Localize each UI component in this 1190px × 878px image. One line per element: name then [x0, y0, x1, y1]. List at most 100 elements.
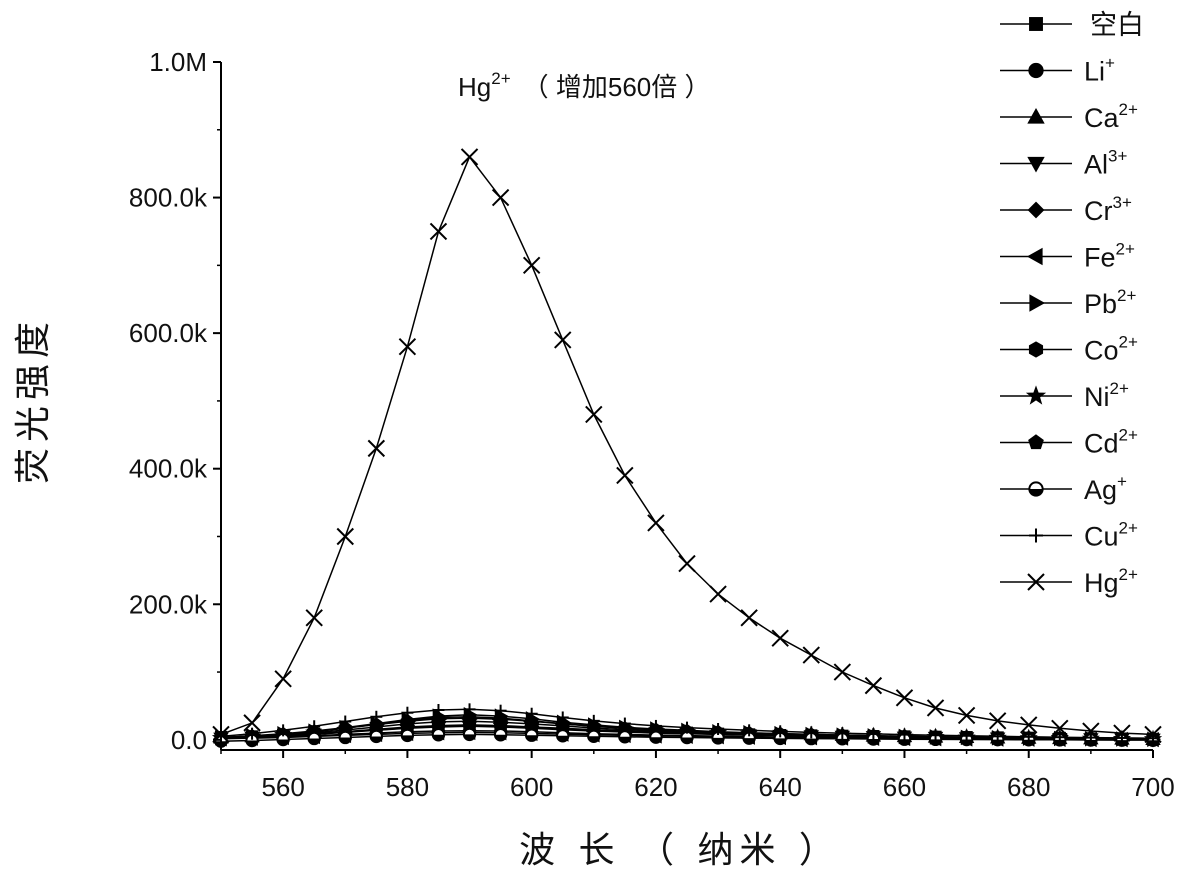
- data-point-x-12-16: [709, 585, 727, 603]
- legend-label-sup: 2+: [1119, 426, 1138, 445]
- data-point-plus-11-15: [681, 721, 693, 734]
- legend-label-main: Pb: [1084, 289, 1117, 319]
- legend-item-half-circle-10: Ag+: [1000, 472, 1127, 505]
- legend-label: Cu2+: [1084, 519, 1138, 552]
- legend-label-sup: 2+: [1119, 333, 1138, 352]
- legend-label-main: 空白: [1090, 10, 1144, 40]
- legend-label: Ag+: [1084, 472, 1127, 505]
- x-tick-label: 680: [1007, 772, 1050, 802]
- legend-marker-triangle-down: [1027, 156, 1045, 173]
- legend-marker-triangle-right: [1029, 294, 1046, 312]
- chart-annotation: Hg2+ （ 增加560倍 ）: [458, 69, 710, 102]
- legend-label-sup: 2+: [1110, 379, 1129, 398]
- data-point-plus-11-21: [867, 727, 880, 740]
- data-point-x-12-24: [957, 706, 976, 725]
- data-point-half-circle-10-5: [369, 729, 384, 744]
- legend-label-sup: +: [1105, 54, 1115, 73]
- legend-label-main: Cd: [1084, 429, 1119, 459]
- legend-label-main: Ni: [1084, 382, 1110, 412]
- data-point-plus-11-11: [556, 711, 569, 724]
- legend-item-plus-11: Cu2+: [1000, 519, 1138, 552]
- legend-label-sup: 2+: [1116, 240, 1135, 259]
- legend-label: Fe2+: [1084, 240, 1135, 273]
- data-point-plus-11-12: [587, 714, 600, 727]
- legend-label: Cr3+: [1084, 193, 1132, 226]
- data-point-x-12-7: [429, 222, 448, 241]
- data-point-half-circle-10-9: [493, 728, 508, 742]
- legend-item-square-0: 空白: [1000, 10, 1144, 40]
- legend-item-triangle-up-2: Ca2+: [1000, 100, 1138, 133]
- legend-marker-triangle-up: [1027, 107, 1045, 124]
- legend-item-x-12: Hg2+: [1000, 565, 1138, 598]
- legend-item-hexagon-7: Co2+: [1000, 333, 1138, 366]
- legend-marker-pentagon: [1028, 434, 1044, 450]
- data-point-x-12-1: [243, 714, 261, 732]
- legend-item-triangle-left-5: Fe2+: [1000, 240, 1135, 273]
- legend-label-sup: +: [1117, 472, 1127, 491]
- legend-label: Cd2+: [1084, 426, 1138, 459]
- legend-marker-hexagon: [1028, 341, 1044, 358]
- data-point-plus-11-3: [308, 720, 321, 733]
- data-point-half-circle-10-16: [711, 731, 725, 745]
- data-point-plus-11-20: [836, 727, 849, 740]
- y-tick-label: 800.0k: [129, 183, 208, 213]
- data-point-x-12-30: [1144, 725, 1162, 744]
- y-axis-title: 荧光强度: [13, 316, 54, 484]
- data-point-x-12-25: [988, 712, 1007, 730]
- legend-label-sup: 2+: [1119, 100, 1138, 119]
- legend-label: Co2+: [1084, 333, 1138, 366]
- data-point-x-12-20: [833, 663, 852, 681]
- data-point-x-12-18: [771, 629, 789, 647]
- data-point-x-12-21: [864, 676, 883, 695]
- data-point-plus-11-18: [774, 725, 787, 738]
- plot-area: [211, 148, 1163, 748]
- legend-label-sup: 3+: [1113, 193, 1132, 212]
- x-tick-label: 600: [510, 772, 553, 802]
- data-point-half-circle-10-19: [804, 731, 818, 746]
- data-point-half-circle-10-7: [431, 728, 446, 742]
- data-point-x-12-27: [1051, 719, 1069, 738]
- legend-label-main: Ag: [1084, 475, 1117, 505]
- data-point-plus-11-5: [370, 710, 383, 723]
- data-point-pentagon-9-10: [524, 713, 539, 728]
- data-point-x-12-13: [616, 466, 634, 485]
- annotation-rest: （ 增加560倍 ）: [523, 72, 711, 102]
- data-point-x-12-8: [460, 148, 479, 166]
- data-point-x-12-28: [1082, 722, 1100, 740]
- data-point-plus-11-4: [339, 715, 352, 728]
- y-tick-label: 0.0: [171, 725, 207, 755]
- legend-marker-x: [1027, 573, 1045, 591]
- data-point-x-12-4: [336, 527, 354, 546]
- data-point-plus-11-8: [463, 703, 476, 716]
- legend-marker-triangle-left: [1026, 247, 1043, 266]
- data-point-x-12-14: [647, 514, 665, 532]
- y-tick-label: 1.0M: [149, 47, 207, 77]
- legend-item-triangle-right-6: Pb2+: [1000, 286, 1136, 319]
- y-tick-label: 400.0k: [129, 454, 208, 484]
- data-point-half-circle-10-6: [400, 728, 415, 743]
- legend-marker-star: [1025, 385, 1047, 405]
- data-point-plus-11-16: [712, 722, 725, 735]
- data-point-half-circle-10-2: [276, 732, 290, 747]
- data-point-x-12-11: [554, 331, 572, 349]
- data-point-x-12-15: [678, 554, 696, 573]
- data-point-plus-11-9: [494, 704, 507, 717]
- legend-label-main: Cr: [1084, 196, 1113, 226]
- data-point-half-circle-10-3: [307, 731, 321, 746]
- legend-item-circle-1: Li+: [1000, 54, 1115, 87]
- data-point-plus-11-7: [432, 704, 445, 717]
- data-point-x-12-12: [585, 405, 603, 424]
- data-point-plus-11-24: [960, 729, 973, 742]
- data-point-plus-11-27: [1053, 731, 1066, 744]
- legend-item-diamond-4: Cr3+: [1000, 193, 1132, 226]
- data-point-x-12-10: [522, 256, 541, 275]
- legend-marker-diamond: [1027, 201, 1045, 219]
- data-point-half-circle-10-1: [245, 733, 259, 748]
- data-point-half-circle-10-12: [587, 729, 601, 744]
- x-tick-label: 640: [759, 772, 802, 802]
- data-point-x-12-9: [491, 188, 510, 207]
- data-point-plus-11-10: [525, 707, 538, 720]
- data-point-pentagon-9-5: [369, 717, 384, 731]
- legend-label-main: Li: [1084, 57, 1105, 87]
